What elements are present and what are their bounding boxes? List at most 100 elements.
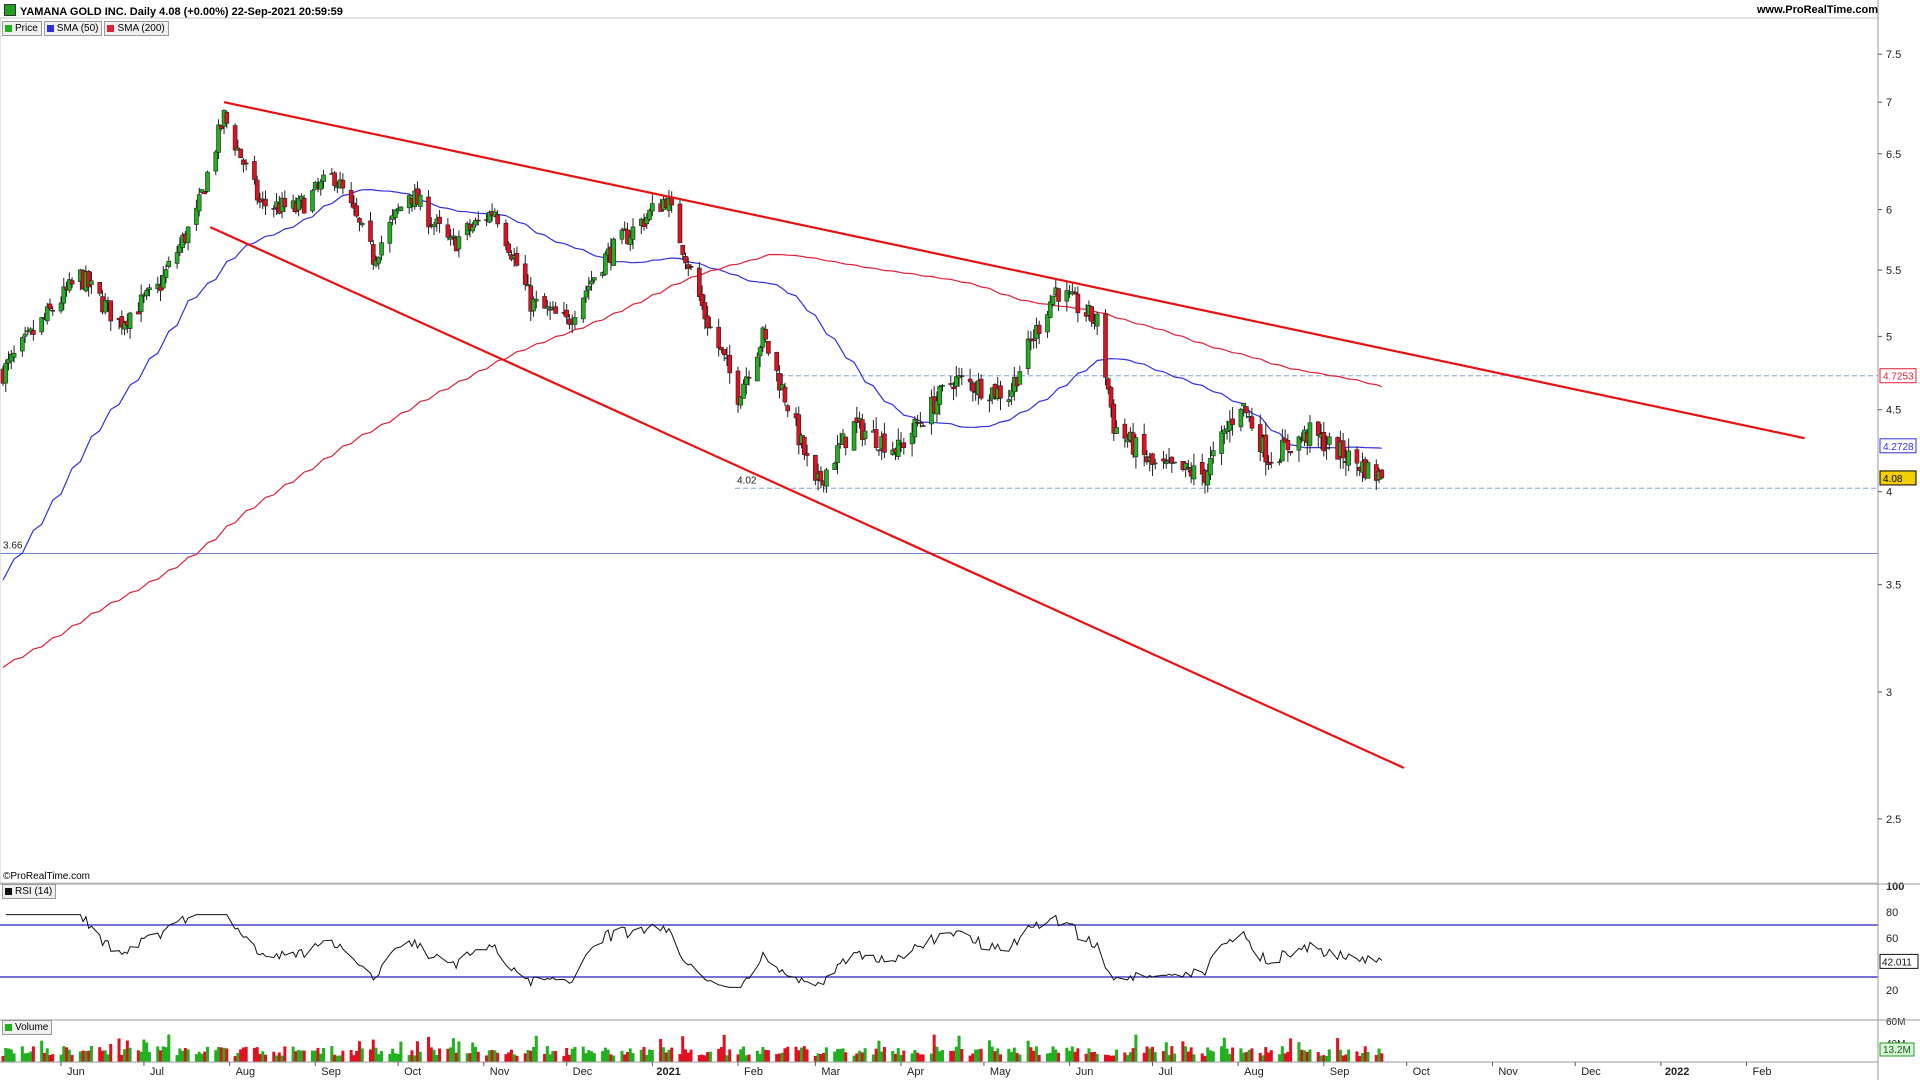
- volume-bar: [222, 1047, 226, 1062]
- volume-bar: [1239, 1048, 1243, 1062]
- upper-trendline: [223, 101, 1805, 440]
- candle-body: [967, 378, 973, 383]
- volume-bar: [1302, 1050, 1306, 1062]
- site-link[interactable]: www.ProRealTime.com: [1756, 4, 1878, 16]
- legend-price[interactable]: Price: [2, 21, 42, 36]
- candle-body: [1321, 432, 1327, 452]
- volume-bar: [916, 1052, 920, 1062]
- candle-body: [102, 300, 108, 313]
- candle-body: [619, 229, 625, 240]
- volume-bar: [167, 1034, 171, 1062]
- volume-bar: [219, 1047, 223, 1062]
- volume-bar: [532, 1046, 536, 1062]
- volume-tick-label: 60M: [1886, 1017, 1905, 1028]
- candle-body: [147, 287, 152, 291]
- volume-bar: [117, 1038, 121, 1062]
- volume-bar: [277, 1052, 281, 1062]
- volume-bar: [609, 1054, 613, 1062]
- candle-body: [163, 269, 169, 278]
- volume-bar: [722, 1034, 726, 1062]
- volume-bar: [921, 1054, 925, 1062]
- candle-body: [1210, 450, 1216, 457]
- candle-body: [835, 445, 840, 463]
- y-tick-label: 3.5: [1886, 580, 1901, 592]
- volume-bar: [728, 1049, 732, 1062]
- volume-bar: [1300, 1049, 1304, 1062]
- volume-bar: [758, 1053, 762, 1062]
- legend-volume[interactable]: Volume: [2, 1020, 53, 1035]
- candle-body: [58, 302, 64, 312]
- volume-bar: [744, 1055, 748, 1062]
- candle-body: [86, 270, 91, 288]
- price-legend: Price SMA (50) SMA (200): [2, 21, 169, 36]
- candle-body: [650, 203, 655, 212]
- volume-bar: [554, 1051, 558, 1062]
- x-tick-label: Apr: [907, 1066, 924, 1078]
- candle-body: [818, 470, 824, 482]
- candle-body: [702, 302, 708, 320]
- volume-bar: [681, 1036, 685, 1062]
- volume-bar: [529, 1050, 533, 1062]
- volume-bar: [252, 1047, 256, 1062]
- candle-body: [998, 385, 1003, 399]
- legend-sma50[interactable]: SMA (50): [43, 21, 103, 36]
- x-tick-label: Sep: [1330, 1066, 1350, 1078]
- candle-body: [205, 171, 210, 192]
- candle-body: [39, 317, 44, 333]
- volume-bar: [203, 1051, 207, 1062]
- volume-bar: [1286, 1051, 1290, 1062]
- rsi-tick-label: 60: [1886, 933, 1898, 945]
- volume-bar: [1336, 1038, 1340, 1062]
- volume-bar: [283, 1046, 287, 1062]
- candle-body: [1089, 306, 1094, 322]
- volume-bar: [1377, 1048, 1381, 1062]
- candle-body: [1285, 440, 1291, 451]
- volume-bar: [7, 1048, 11, 1062]
- volume-bar: [700, 1054, 704, 1062]
- candle-body: [1205, 470, 1211, 486]
- volume-bar: [12, 1053, 16, 1062]
- candle-body: [699, 293, 705, 306]
- candle-body: [1288, 450, 1293, 454]
- volume-bar: [391, 1048, 395, 1062]
- volume-bar: [551, 1050, 555, 1062]
- legend-sma200[interactable]: SMA (200): [104, 21, 169, 36]
- candle-body: [746, 376, 752, 379]
- volume-bar: [1034, 1046, 1038, 1062]
- candle-body: [1161, 458, 1166, 462]
- volume-bar: [78, 1051, 82, 1062]
- candle-body: [22, 333, 28, 337]
- candle-body: [1227, 421, 1233, 431]
- candle-body: [583, 290, 589, 298]
- volume-bar: [410, 1050, 414, 1062]
- candle-body: [348, 189, 354, 204]
- volume-bar: [407, 1055, 411, 1062]
- candle-body: [296, 197, 301, 211]
- candle-body: [644, 216, 650, 225]
- candle-body: [564, 309, 569, 318]
- volume-bar: [465, 1053, 469, 1062]
- candle-body: [174, 252, 180, 264]
- volume-bar: [294, 1051, 298, 1062]
- volume-bar: [330, 1046, 334, 1062]
- volume-bar: [156, 1046, 160, 1062]
- volume-bar: [1112, 1055, 1116, 1062]
- candle-body: [1111, 403, 1117, 434]
- volume-bar: [601, 1051, 605, 1062]
- volume-bar: [1092, 1052, 1096, 1062]
- candle-body: [832, 462, 838, 470]
- candle-body: [387, 221, 393, 244]
- volume-bar: [1032, 1050, 1036, 1062]
- volume-bar: [29, 1051, 33, 1062]
- volume-bar: [1192, 1054, 1196, 1062]
- volume-bar: [1068, 1050, 1072, 1062]
- legend-rsi[interactable]: RSI (14): [2, 884, 57, 899]
- candle-body: [97, 281, 103, 294]
- volume-bar: [449, 1047, 453, 1062]
- volume-bar: [1, 1055, 5, 1062]
- volume-bar: [355, 1050, 359, 1062]
- volume-bar: [1269, 1050, 1273, 1062]
- volume-bar: [996, 1048, 1000, 1062]
- volume-bar: [70, 1054, 74, 1062]
